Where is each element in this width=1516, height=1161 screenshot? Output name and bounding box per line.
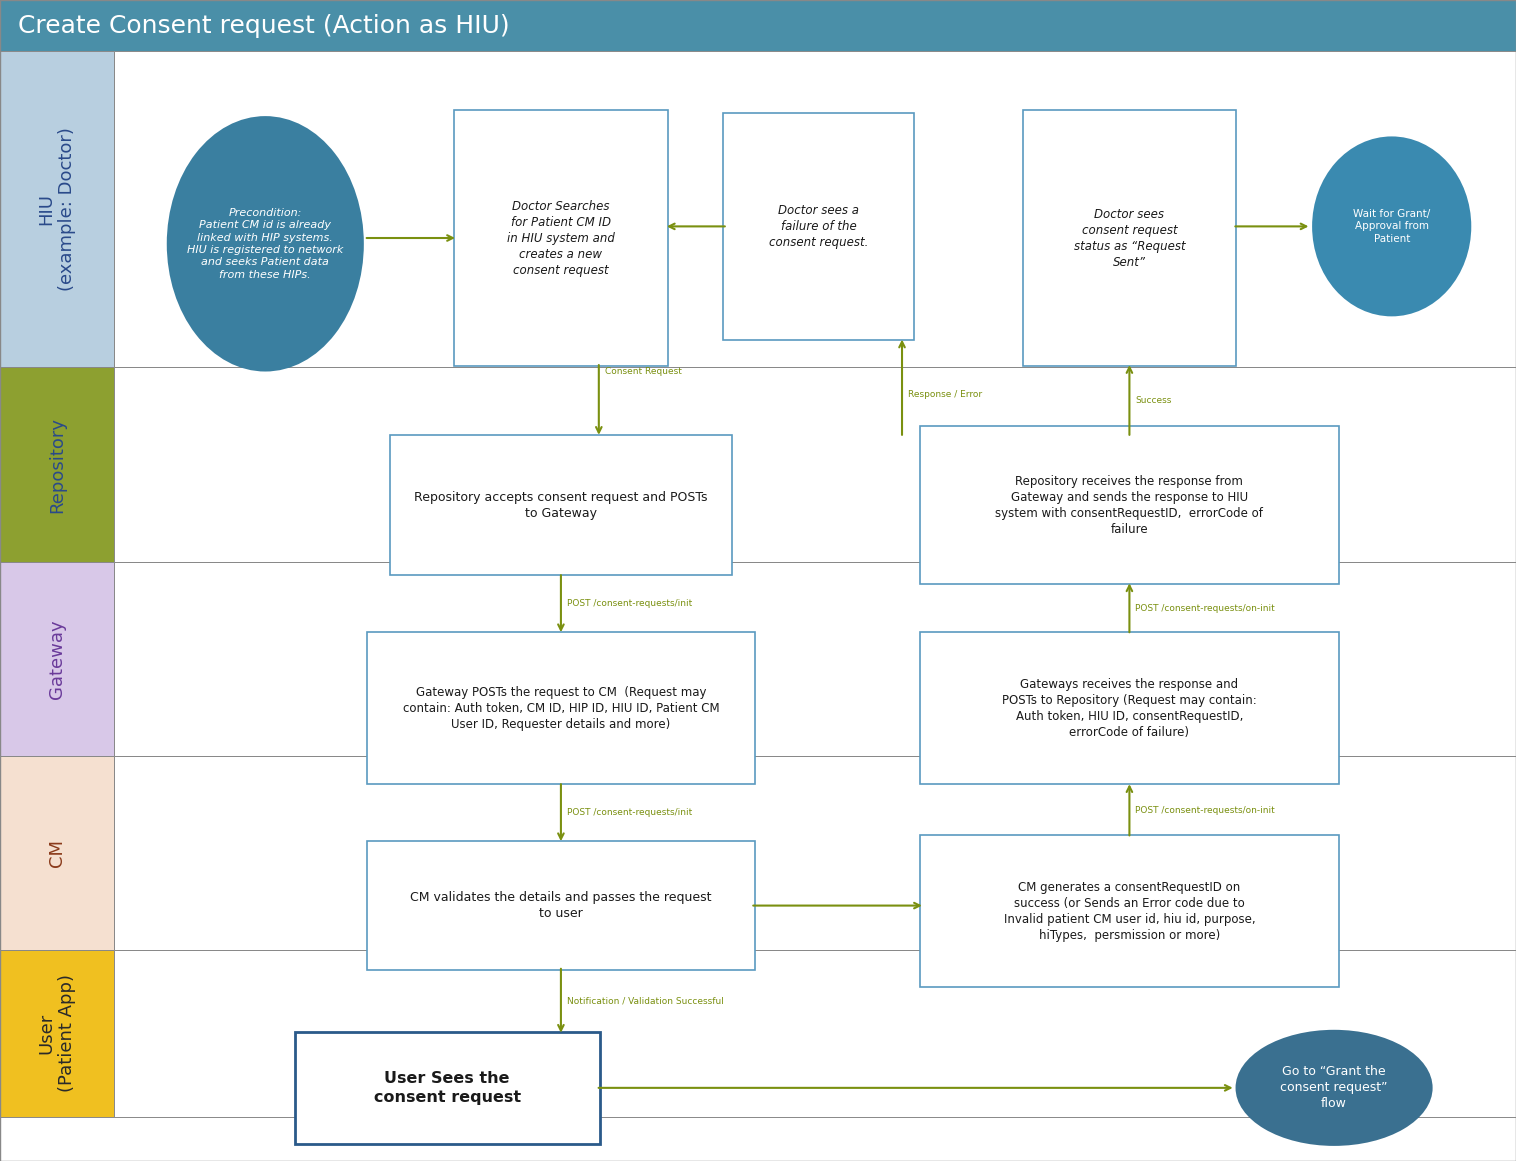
- Text: Wait for Grant/
Approval from
Patient: Wait for Grant/ Approval from Patient: [1354, 209, 1430, 244]
- FancyBboxPatch shape: [367, 632, 755, 785]
- Text: CM: CM: [49, 839, 65, 867]
- FancyBboxPatch shape: [367, 841, 755, 971]
- Text: Consent Request: Consent Request: [605, 367, 682, 376]
- FancyBboxPatch shape: [114, 756, 1516, 950]
- Text: POST /consent-requests/on-init: POST /consent-requests/on-init: [1135, 806, 1275, 815]
- FancyBboxPatch shape: [114, 562, 1516, 756]
- Text: CM generates a consentRequestID on
success (or Sends an Error code due to
Invali: CM generates a consentRequestID on succe…: [1004, 881, 1255, 942]
- FancyBboxPatch shape: [920, 836, 1339, 987]
- Text: HIU
(example: Doctor): HIU (example: Doctor): [38, 128, 76, 291]
- Text: Response / Error: Response / Error: [908, 390, 982, 399]
- Text: Doctor sees a
failure of the
consent request.: Doctor sees a failure of the consent req…: [769, 204, 869, 248]
- FancyBboxPatch shape: [1022, 110, 1237, 367]
- Text: POST /consent-requests/init: POST /consent-requests/init: [567, 599, 693, 608]
- Text: POST /consent-requests/on-init: POST /consent-requests/on-init: [1135, 604, 1275, 613]
- FancyBboxPatch shape: [0, 562, 114, 756]
- FancyBboxPatch shape: [390, 435, 732, 576]
- Text: POST /consent-requests/init: POST /consent-requests/init: [567, 808, 693, 817]
- Text: Repository receives the response from
Gateway and sends the response to HIU
syst: Repository receives the response from Ga…: [996, 475, 1263, 535]
- Text: Create Consent request (Action as HIU): Create Consent request (Action as HIU): [18, 14, 509, 37]
- FancyBboxPatch shape: [0, 0, 1516, 51]
- Ellipse shape: [1311, 137, 1471, 316]
- FancyBboxPatch shape: [455, 110, 667, 367]
- FancyBboxPatch shape: [114, 950, 1516, 1117]
- FancyBboxPatch shape: [0, 950, 114, 1117]
- FancyBboxPatch shape: [114, 51, 1516, 367]
- Text: Doctor Searches
for Patient CM ID
in HIU system and
creates a new
consent reques: Doctor Searches for Patient CM ID in HIU…: [506, 200, 615, 276]
- FancyBboxPatch shape: [294, 1032, 599, 1144]
- Text: Success: Success: [1135, 396, 1172, 405]
- Text: Precondition:
Patient CM id is already
linked with HIP systems.
HIU is registere: Precondition: Patient CM id is already l…: [186, 208, 344, 280]
- Ellipse shape: [167, 116, 364, 372]
- Text: Gateways receives the response and
POSTs to Repository (Request may contain:
Aut: Gateways receives the response and POSTs…: [1002, 678, 1257, 738]
- FancyBboxPatch shape: [723, 113, 914, 340]
- Text: User Sees the
consent request: User Sees the consent request: [373, 1072, 522, 1104]
- Text: Gateway: Gateway: [49, 619, 65, 699]
- Text: CM validates the details and passes the request
to user: CM validates the details and passes the …: [411, 892, 711, 920]
- Text: Go to “Grant the
consent request”
flow: Go to “Grant the consent request” flow: [1281, 1066, 1387, 1110]
- FancyBboxPatch shape: [114, 367, 1516, 562]
- Text: Doctor sees
consent request
status as “Request
Sent”: Doctor sees consent request status as “R…: [1073, 208, 1186, 268]
- FancyBboxPatch shape: [0, 367, 114, 562]
- Text: User
(Patient App): User (Patient App): [38, 974, 76, 1093]
- FancyBboxPatch shape: [920, 426, 1339, 584]
- Ellipse shape: [1236, 1030, 1433, 1146]
- FancyBboxPatch shape: [920, 632, 1339, 785]
- FancyBboxPatch shape: [0, 51, 114, 367]
- Text: Repository accepts consent request and POSTs
to Gateway: Repository accepts consent request and P…: [414, 491, 708, 519]
- Text: Notification / Validation Successful: Notification / Validation Successful: [567, 996, 723, 1005]
- FancyBboxPatch shape: [0, 756, 114, 950]
- Text: Gateway POSTs the request to CM  (Request may
contain: Auth token, CM ID, HIP ID: Gateway POSTs the request to CM (Request…: [403, 686, 719, 730]
- Text: Repository: Repository: [49, 417, 65, 512]
